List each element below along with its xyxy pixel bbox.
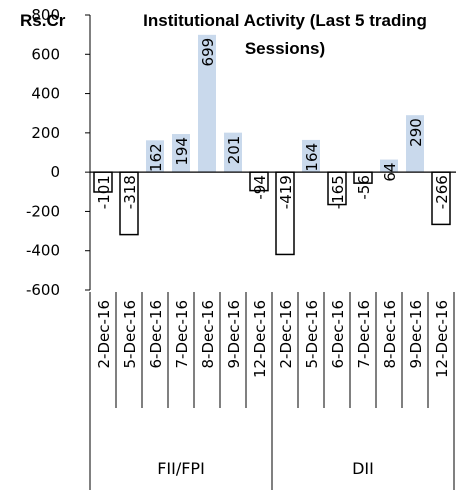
category-label: 6-Dec-16: [329, 300, 347, 368]
data-label: -266: [433, 175, 451, 209]
category-label: 7-Dec-16: [355, 300, 373, 368]
category-label: 8-Dec-16: [199, 300, 217, 368]
data-label: -56: [355, 175, 373, 200]
bar: [380, 159, 398, 173]
data-label: 194: [173, 137, 191, 166]
bar: [146, 140, 164, 173]
y-tick-label: -400: [26, 242, 60, 260]
y-tick-label: 0: [50, 163, 60, 181]
data-label: 201: [225, 136, 243, 165]
data-label: 699: [199, 38, 217, 67]
category-label: 9-Dec-16: [225, 300, 243, 368]
y-tick-label: 200: [31, 124, 60, 142]
bar: [406, 115, 424, 173]
data-label: 164: [303, 143, 321, 172]
group-label: DII: [352, 459, 374, 478]
y-tick-label: 600: [31, 45, 60, 63]
chart-title-line-2: Sessions): [245, 39, 325, 58]
chart-title-line-1: Institutional Activity (Last 5 trading: [143, 11, 427, 30]
data-label: -419: [277, 175, 295, 209]
data-label: 162: [147, 143, 165, 172]
data-label: -101: [95, 175, 113, 209]
category-label: 5-Dec-16: [121, 300, 139, 368]
y-tick-label: -600: [26, 281, 60, 299]
category-label: 5-Dec-16: [303, 300, 321, 368]
category-label: 6-Dec-16: [147, 300, 165, 368]
y-tick-label: 800: [31, 6, 60, 24]
bar: [302, 139, 320, 173]
bar: [224, 132, 242, 173]
data-label: 64: [381, 163, 399, 182]
category-label: 2-Dec-16: [95, 300, 113, 368]
group-label: FII/FPI: [157, 459, 205, 478]
data-label: 290: [407, 118, 425, 147]
y-tick-label: 400: [31, 85, 60, 103]
category-label: 8-Dec-16: [381, 300, 399, 368]
data-label: -94: [251, 175, 269, 200]
plot-area: -600 -400 -200 0 200 400 600 800 -101 -318 162 194 6…: [26, 6, 456, 490]
category-label: 2-Dec-16: [277, 300, 295, 368]
category-label: 7-Dec-16: [173, 300, 191, 368]
category-label: 12-Dec-16: [433, 300, 451, 378]
y-tick-label: -200: [26, 202, 60, 220]
bar: [198, 34, 216, 173]
category-label: 9-Dec-16: [407, 300, 425, 368]
y-axis-label: Rs.Cr: [20, 11, 66, 30]
data-label: -165: [329, 175, 347, 209]
bar: [172, 134, 190, 173]
category-label: 12-Dec-16: [251, 300, 269, 378]
data-label: -318: [121, 175, 139, 209]
